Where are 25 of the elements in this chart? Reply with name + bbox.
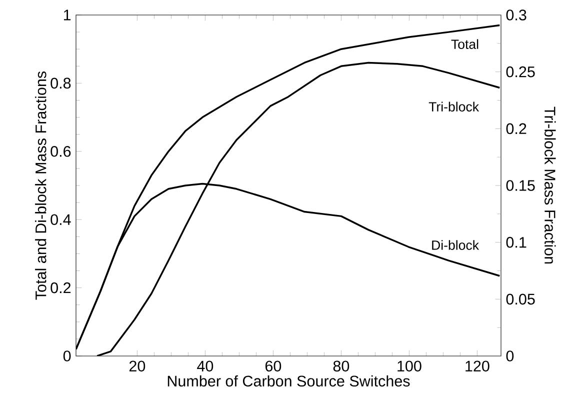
- x-tick-label: 100: [398, 360, 422, 372]
- y2-tick-label: 0.2: [506, 123, 526, 134]
- y-tick-label: 0.6: [50, 146, 71, 157]
- x-tick-label: 80: [333, 360, 350, 372]
- y-tick-label: 0.8: [50, 78, 71, 89]
- x-tick-label: 20: [129, 360, 146, 372]
- y2-tick-label: 0.05: [506, 294, 535, 305]
- y-tick-label: 0.2: [50, 282, 71, 294]
- x-tick-label: 120: [466, 360, 490, 372]
- series-label: Di-block: [432, 240, 480, 250]
- y2-tick-label: 0.3: [506, 10, 526, 20]
- y-axis-title: Total and Di-block Mass Fractions: [35, 71, 46, 300]
- y2-tick-label: 0.15: [506, 180, 535, 191]
- y2-axis-title: Tri-block Mass Fraction: [544, 106, 556, 264]
- x-tick-label: 40: [197, 360, 214, 372]
- y2-tick-label: 0.1: [506, 236, 526, 248]
- y-tick-label: 1: [64, 10, 71, 20]
- x-tick-label: 60: [265, 360, 282, 372]
- series-label: Total: [451, 39, 478, 49]
- series-label: Tri-block: [428, 102, 480, 112]
- x-axis-title: Number of Carbon Source Switches: [168, 375, 410, 387]
- y2-tick-label: 0.25: [506, 66, 535, 78]
- y-tick-label: 0.4: [50, 214, 71, 226]
- y2-tick-label: 0: [506, 350, 514, 362]
- y-tick-label: 0: [63, 350, 71, 362]
